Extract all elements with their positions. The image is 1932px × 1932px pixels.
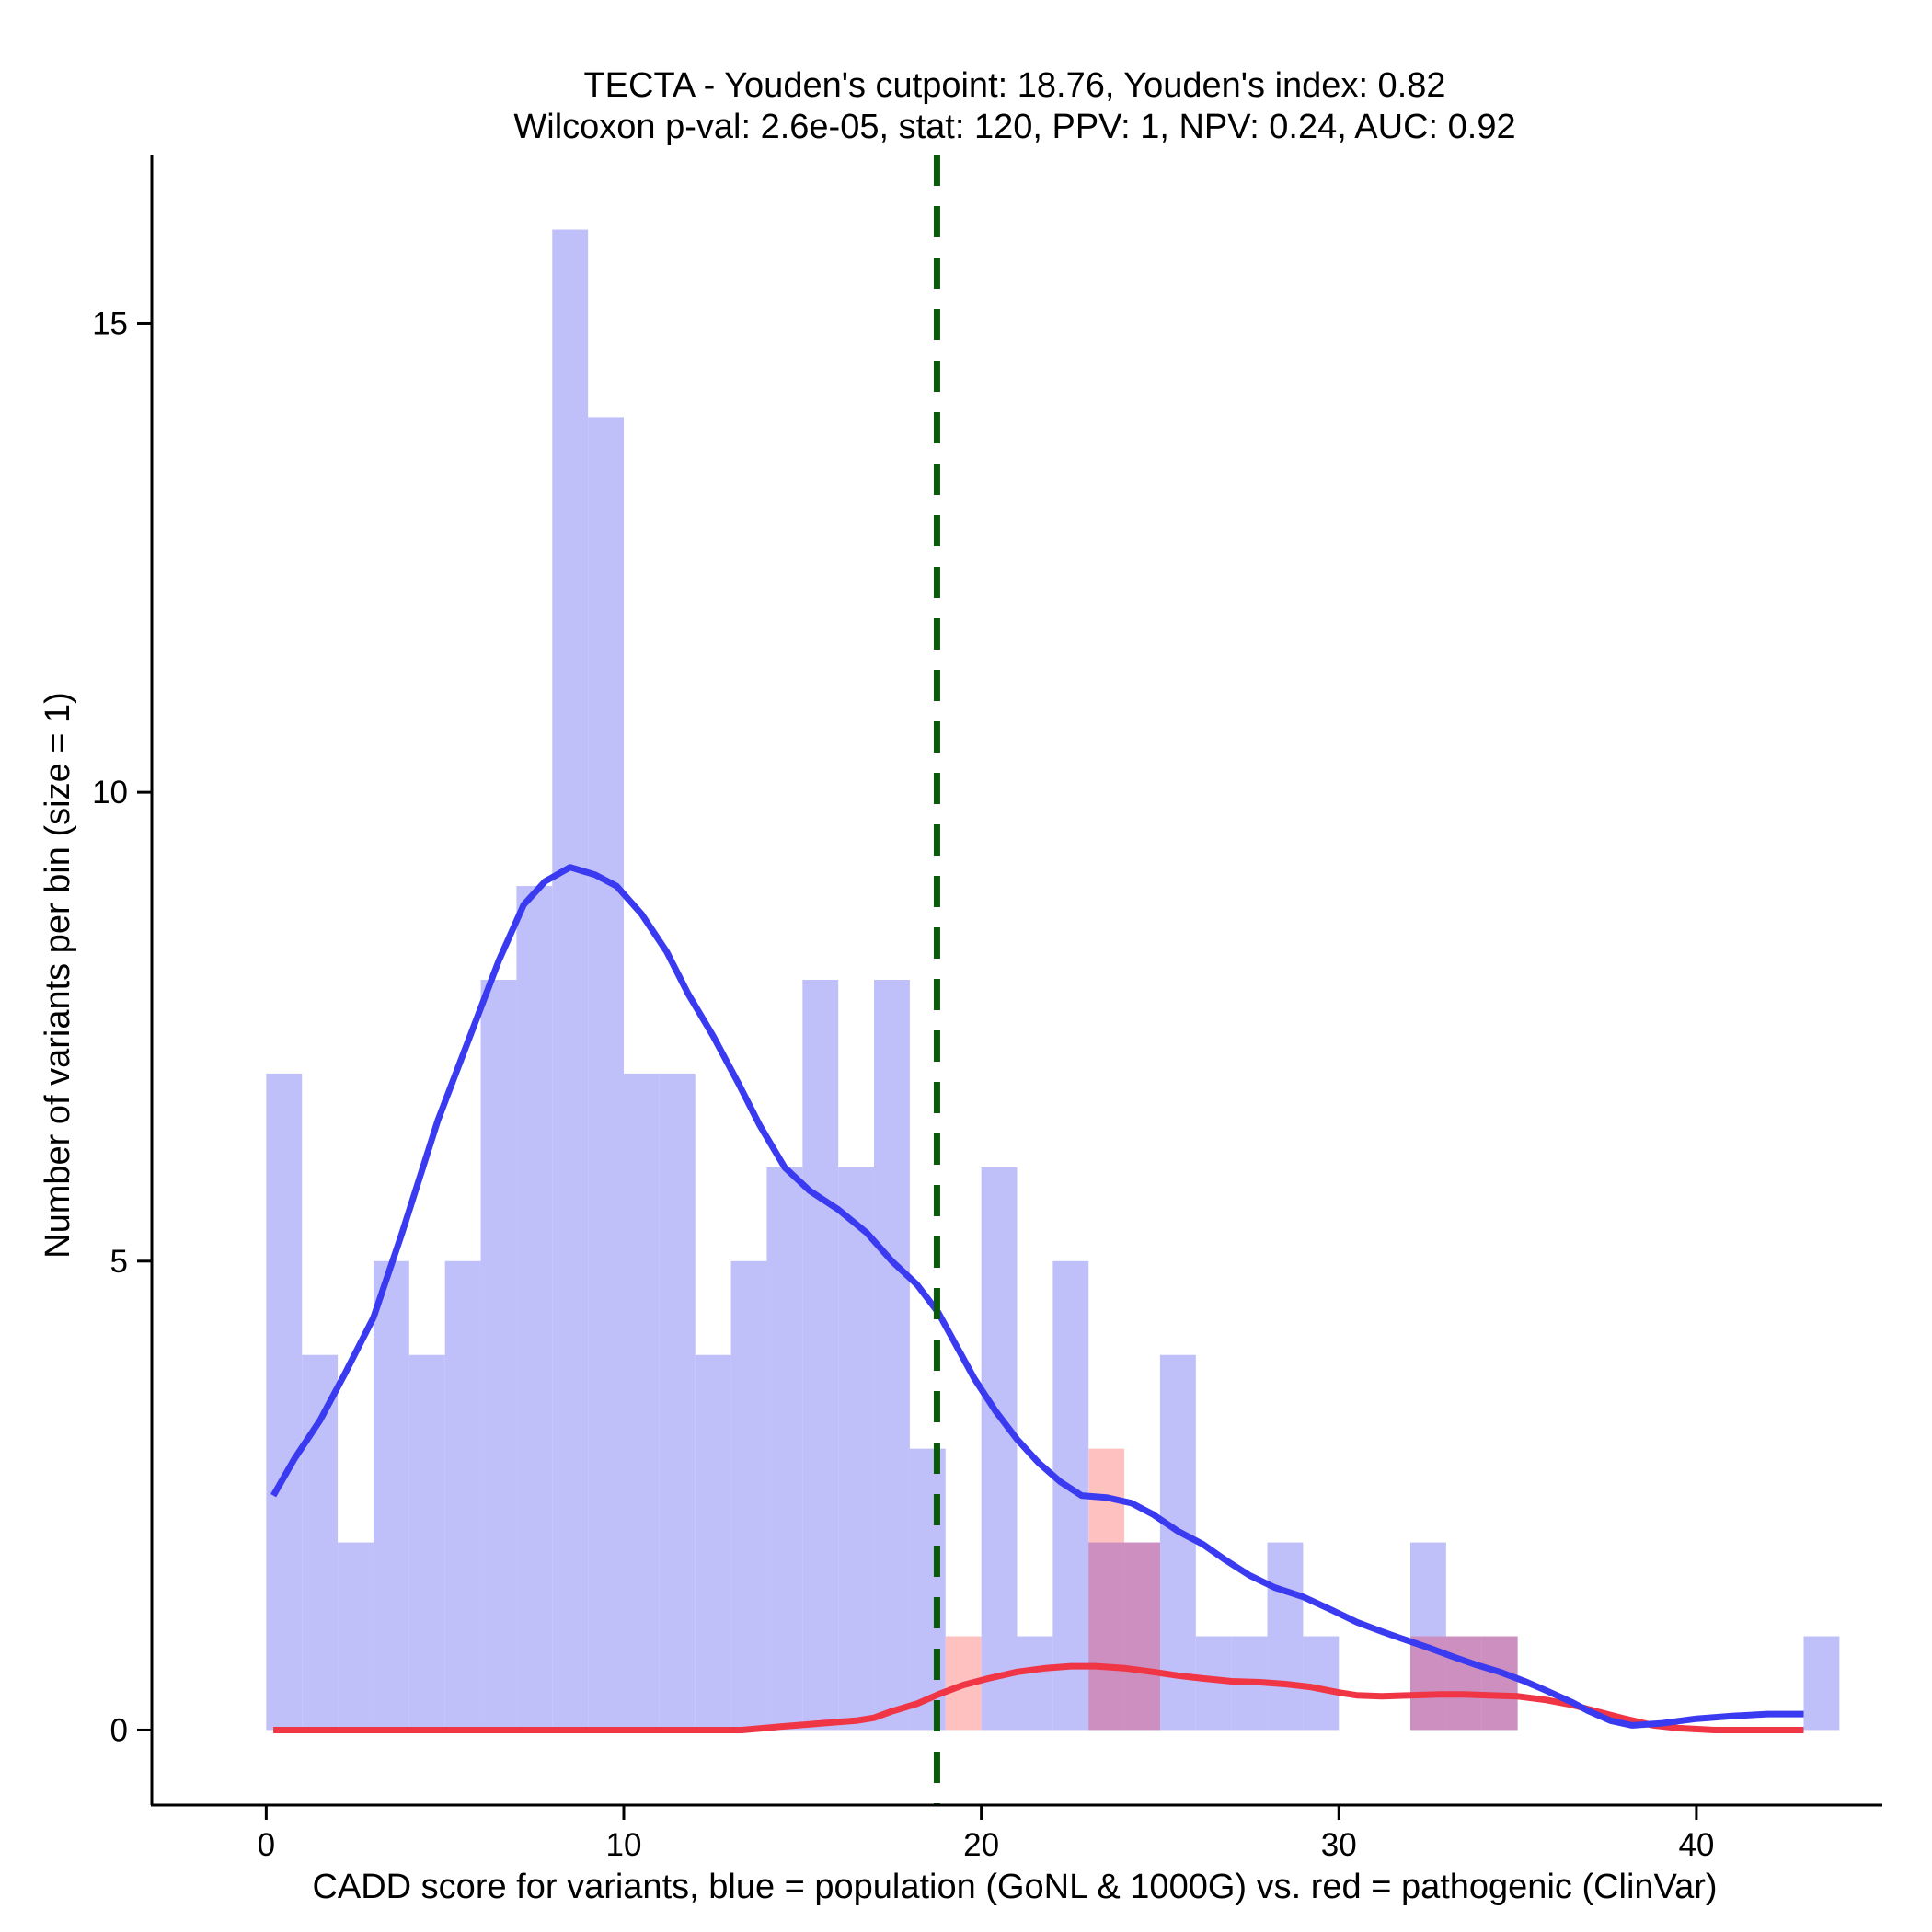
population-bar bbox=[552, 229, 589, 1731]
population-bar bbox=[588, 417, 624, 1731]
population-bar bbox=[516, 886, 553, 1731]
population-bar bbox=[338, 1542, 374, 1731]
chart-title-line-2: Wilcoxon p-val: 2.6e-05, stat: 120, PPV:… bbox=[513, 108, 1515, 146]
population-bar bbox=[730, 1260, 767, 1731]
y-tick-label: 0 bbox=[110, 1712, 128, 1748]
population-bar bbox=[444, 1260, 481, 1731]
population-bar bbox=[373, 1260, 409, 1731]
x-axis-label: CADD score for variants, blue = populati… bbox=[312, 1868, 1717, 1906]
population-bar bbox=[302, 1354, 339, 1731]
population-bar bbox=[766, 1167, 803, 1731]
population-bar bbox=[695, 1354, 731, 1731]
population-bar bbox=[266, 1073, 303, 1731]
population-bar bbox=[624, 1073, 660, 1731]
population-bar bbox=[909, 1448, 946, 1731]
y-axis-ticks: 0 5 10 15 bbox=[92, 305, 152, 1748]
population-bar bbox=[1803, 1636, 1840, 1731]
overlap-bars bbox=[1088, 1542, 1518, 1731]
overlap-bar bbox=[1481, 1636, 1518, 1731]
x-axis-ticks: 0 10 20 30 40 bbox=[258, 1805, 1714, 1863]
overlap-bar bbox=[1088, 1542, 1125, 1731]
population-bar bbox=[480, 980, 517, 1731]
y-tick-label: 15 bbox=[92, 305, 128, 341]
chart-title-line-1: TECTA - Youden's cutpoint: 18.76, Youden… bbox=[583, 66, 1445, 105]
population-bar bbox=[874, 980, 910, 1731]
population-bar bbox=[1159, 1354, 1196, 1731]
population-bar bbox=[838, 1167, 875, 1731]
x-tick-label: 30 bbox=[1321, 1827, 1357, 1863]
population-bar bbox=[802, 980, 839, 1731]
x-tick-label: 0 bbox=[258, 1827, 275, 1863]
x-tick-label: 40 bbox=[1678, 1827, 1714, 1863]
population-bar bbox=[1303, 1636, 1340, 1731]
overlap-bar bbox=[1124, 1542, 1160, 1731]
population-bar bbox=[1267, 1542, 1304, 1731]
x-tick-label: 20 bbox=[963, 1827, 999, 1863]
y-tick-label: 10 bbox=[92, 775, 128, 811]
population-bar bbox=[659, 1073, 696, 1731]
population-bar bbox=[408, 1354, 445, 1731]
y-axis-label: Number of variants per bin (size = 1) bbox=[39, 692, 77, 1259]
x-tick-label: 10 bbox=[606, 1827, 642, 1863]
overlap-bar bbox=[1445, 1636, 1482, 1731]
y-tick-label: 5 bbox=[110, 1244, 128, 1280]
population-bar bbox=[981, 1167, 1018, 1731]
population-density-curve bbox=[270, 864, 1804, 1729]
population-bar bbox=[1017, 1636, 1053, 1731]
